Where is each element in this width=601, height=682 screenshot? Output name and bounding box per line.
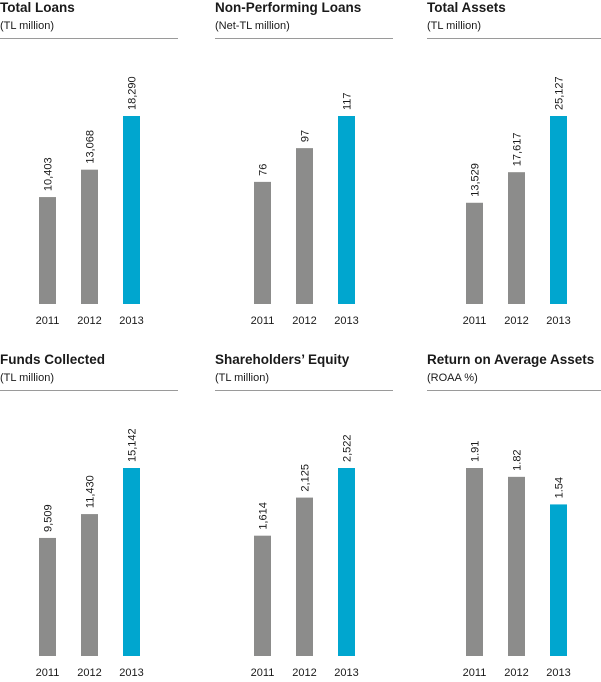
x-tick-label: 2012 <box>77 667 101 679</box>
panel-title: Return on Average Assets <box>427 352 595 367</box>
x-tick-label: 2013 <box>119 315 143 327</box>
panel-title: Total Loans <box>0 0 75 15</box>
panel-non-performing-loans: Non-Performing Loans (Net-TL million) 76… <box>215 0 393 330</box>
panel-subtitle: (TL million) <box>0 20 54 32</box>
x-tick-label: 2011 <box>463 667 487 679</box>
data-label: 117 <box>342 92 354 110</box>
panel-total-assets: Total Assets (TL million) 13,529 2011 17,6… <box>427 0 601 330</box>
x-tick-label: 2013 <box>334 315 358 327</box>
x-tick-label: 2013 <box>119 667 143 679</box>
data-label: 13,529 <box>470 163 482 197</box>
panel-title: Funds Collected <box>0 352 106 367</box>
bar-2011 <box>39 197 56 304</box>
x-tick-label: 2011 <box>36 667 60 679</box>
data-label: 9,509 <box>43 504 55 532</box>
panel-divider <box>0 390 178 391</box>
panel-divider <box>215 390 393 391</box>
data-label: 2,125 <box>300 464 312 492</box>
bar-2013 <box>123 116 140 304</box>
panel-subtitle: (TL million) <box>0 372 54 384</box>
data-label: 17,617 <box>512 133 524 167</box>
bar-chart: 9,509 2011 11,430 2012 15,142 2013 <box>36 428 144 679</box>
bar-2013 <box>123 468 140 656</box>
data-label: 11,430 <box>85 475 97 508</box>
bar-2012 <box>508 476 525 656</box>
bar-2013 <box>550 504 567 656</box>
data-label: 1.91 <box>470 441 482 462</box>
data-label: 76 <box>258 164 270 176</box>
x-tick-label: 2012 <box>292 667 316 679</box>
data-label: 15,142 <box>127 428 139 462</box>
panel-subtitle: (Net-TL million) <box>215 20 290 32</box>
panel-title: Shareholders’ Equity <box>215 352 350 367</box>
bar-2012 <box>296 497 313 656</box>
x-tick-label: 2013 <box>334 667 358 679</box>
data-label: 18,290 <box>127 76 139 110</box>
data-label: 13,068 <box>85 130 97 164</box>
bar-2013 <box>338 116 355 304</box>
data-label: 2,522 <box>342 434 354 462</box>
panel-title: Total Assets <box>427 0 506 15</box>
x-tick-label: 2012 <box>292 315 316 327</box>
data-label: 10,403 <box>43 157 55 191</box>
x-tick-label: 2011 <box>463 315 487 327</box>
bar-chart: 10,403 2011 13,068 2012 18,290 2013 <box>36 76 144 327</box>
data-label: 25,127 <box>554 76 566 110</box>
data-label: 1.82 <box>512 449 524 470</box>
panel-return-on-average-assets: Return on Average Assets (ROAA %) 1.91 20… <box>427 352 601 682</box>
panel-subtitle: (TL million) <box>215 372 269 384</box>
bar-2011 <box>466 468 483 656</box>
bar-2013 <box>550 116 567 304</box>
panel-subtitle: (ROAA %) <box>427 372 478 384</box>
panel-divider <box>215 38 393 39</box>
bar-chart: 76 2011 97 2012 117 2013 <box>251 92 359 327</box>
bar-2011 <box>254 535 271 656</box>
bar-chart: 1,614 2011 2,125 2012 2,522 2013 <box>251 434 359 679</box>
bar-2012 <box>296 148 313 304</box>
data-label: 97 <box>300 130 312 142</box>
x-tick-label: 2012 <box>504 315 528 327</box>
bar-2012 <box>81 169 98 304</box>
panel-total-loans: Total Loans (TL million) 10,403 2011 13,06… <box>0 0 178 330</box>
panel-funds-collected: Funds Collected (TL million) 9,509 2011 11… <box>0 352 178 682</box>
bar-2011 <box>466 202 483 304</box>
bar-chart: 13,529 2011 17,617 2012 25,127 2013 <box>463 76 571 327</box>
bar-2011 <box>254 181 271 304</box>
bar-2012 <box>508 172 525 304</box>
bar-2012 <box>81 514 98 656</box>
bar-2011 <box>39 537 56 656</box>
panel-subtitle: (TL million) <box>427 20 481 32</box>
x-tick-label: 2012 <box>504 667 528 679</box>
x-tick-label: 2013 <box>546 667 570 679</box>
panel-divider <box>427 38 601 39</box>
panel-title: Non-Performing Loans <box>215 0 362 15</box>
x-tick-label: 2011 <box>251 667 275 679</box>
data-label: 1,614 <box>258 502 270 530</box>
x-tick-label: 2011 <box>36 315 60 327</box>
panel-divider <box>427 390 601 391</box>
data-label: 1.54 <box>554 477 566 498</box>
bar-2013 <box>338 468 355 656</box>
panel-divider <box>0 38 178 39</box>
bar-chart: 1.91 2011 1.82 2012 1.54 2013 <box>463 441 571 679</box>
panel-shareholders-equity: Shareholders’ Equity (TL million) 1,614 2… <box>215 352 393 682</box>
x-tick-label: 2012 <box>77 315 101 327</box>
x-tick-label: 2011 <box>251 315 275 327</box>
x-tick-label: 2013 <box>546 315 570 327</box>
